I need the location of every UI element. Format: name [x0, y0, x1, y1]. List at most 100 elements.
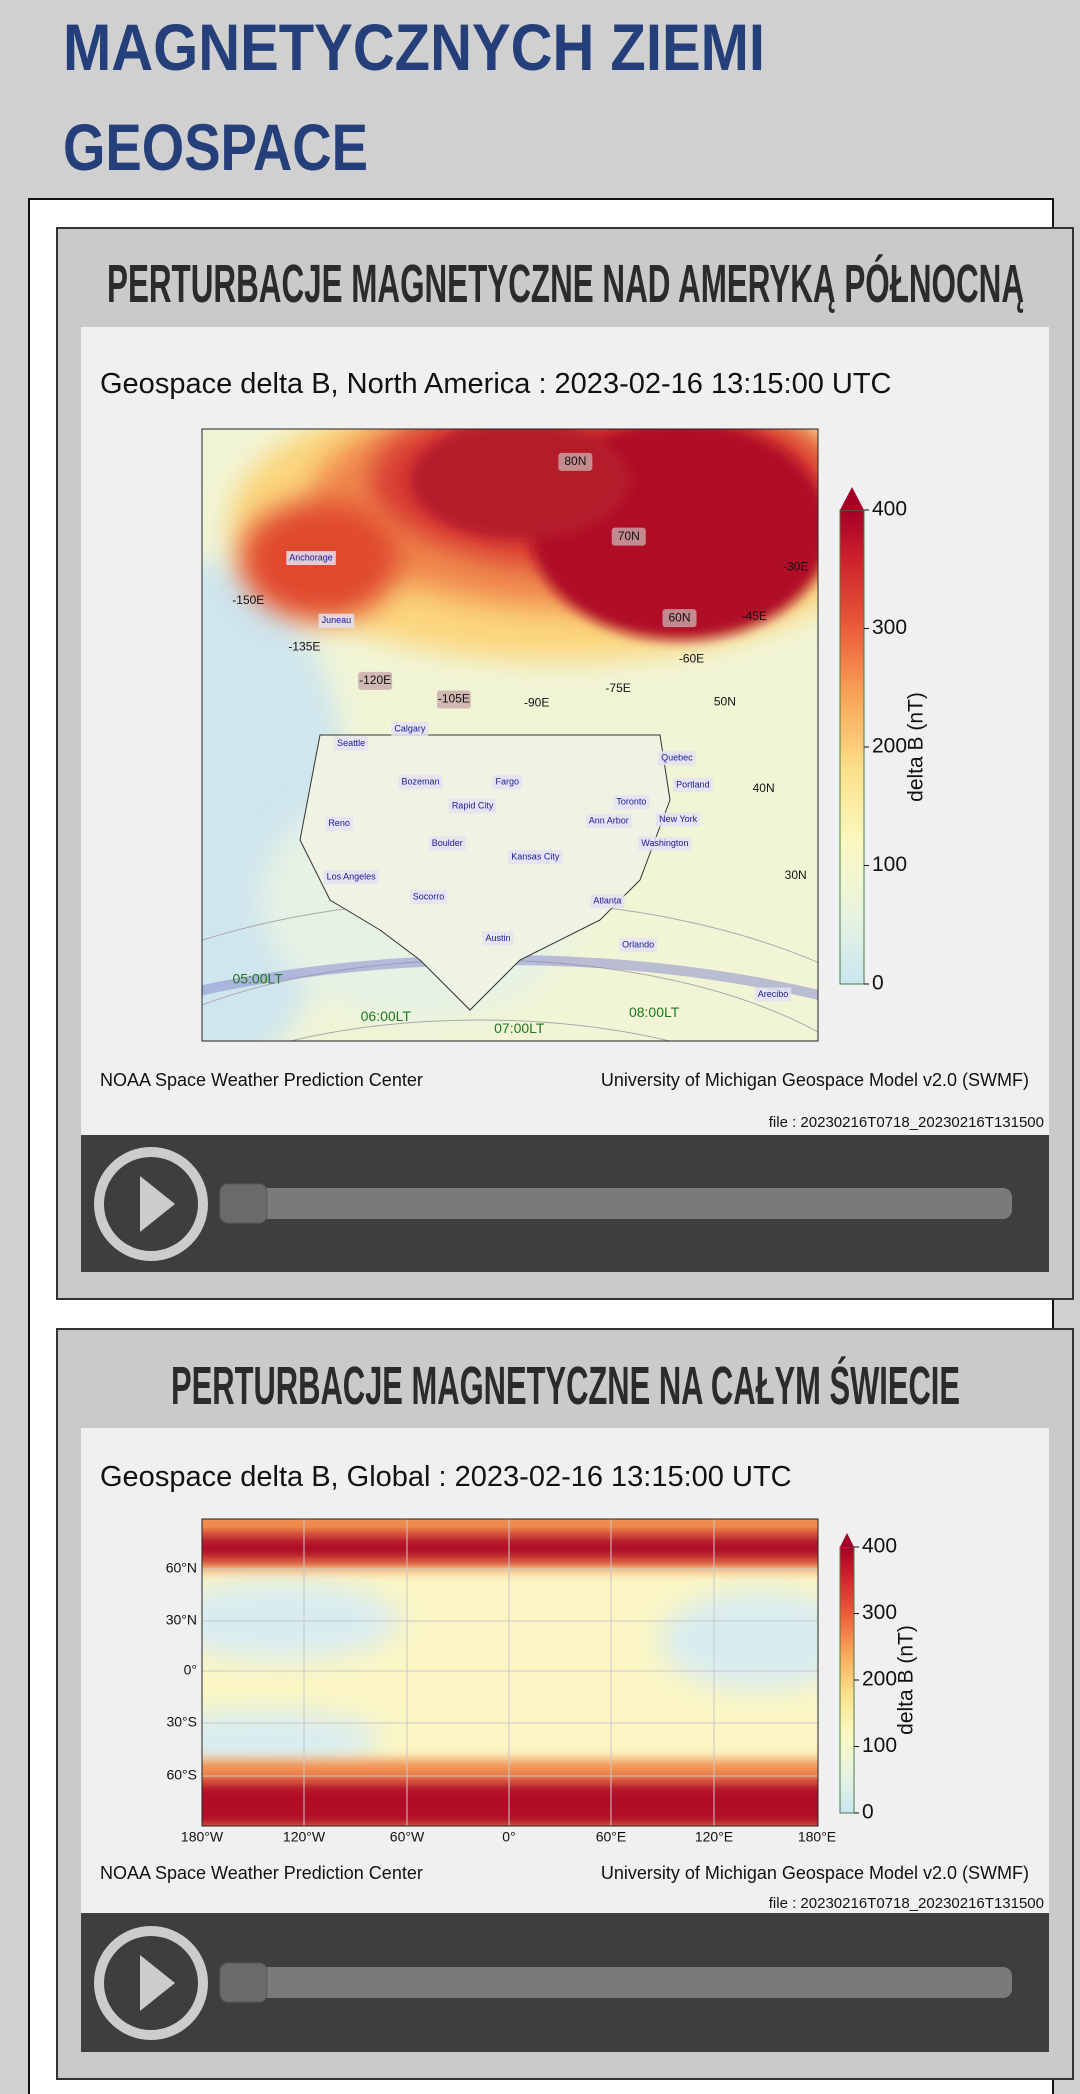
city-label: Juneau — [322, 615, 352, 625]
city-label: Seattle — [337, 738, 365, 748]
map — [202, 429, 818, 1041]
play-button[interactable] — [94, 1926, 208, 2040]
progress-thumb[interactable] — [219, 1183, 268, 1224]
city-label: Boulder — [432, 838, 463, 848]
colorbar — [839, 487, 865, 985]
panel-heading: PERTURBACJE MAGNETYCZNE NA CAŁYM ŚWIECIE — [171, 1356, 960, 1416]
progress-thumb[interactable] — [219, 1962, 268, 2003]
city-label: Atlanta — [593, 895, 621, 905]
city-label-bg — [656, 812, 701, 827]
lat-label: 30°S — [166, 1714, 197, 1730]
page-subtitle: GEOSPACE — [63, 110, 368, 184]
colorbar-tick-label: 400 — [872, 498, 907, 521]
lon-label: 120°W — [283, 1829, 326, 1845]
colorbar-tick-label: 400 — [862, 1535, 897, 1558]
city-label-bg — [323, 870, 379, 885]
city-label: Austin — [485, 933, 510, 943]
lon-label: 120°E — [695, 1829, 733, 1845]
map-frame — [201, 1518, 819, 1827]
grid-label: -30E — [783, 560, 808, 574]
lon-label: 60°W — [390, 1829, 425, 1845]
grid-label: -45E — [742, 609, 767, 623]
city-label-bg — [325, 816, 353, 831]
colorbar — [839, 1533, 855, 1814]
file-name: file : 20230216T0718_20230216T131500 — [769, 1114, 1044, 1131]
colorbar-tick-label: 100 — [872, 853, 907, 876]
colorbar-tick-label: 200 — [862, 1668, 897, 1691]
grid-label: 50N — [714, 694, 736, 708]
grid-label-bg — [358, 671, 393, 690]
lon-label: 180°W — [181, 1829, 224, 1845]
progress-bar[interactable] — [220, 1967, 1012, 1998]
grid-label: 40N — [753, 781, 775, 795]
colorbar-label: delta B (nT) — [895, 1625, 918, 1735]
credit-left: NOAA Space Weather Prediction Center — [100, 1070, 423, 1090]
grid-label: -75E — [605, 681, 630, 695]
city-label: Anchorage — [289, 552, 333, 562]
map — [202, 1519, 818, 1826]
lon-label: 0° — [502, 1829, 515, 1845]
city-label-bg — [585, 814, 632, 829]
grid-label-bg — [611, 527, 646, 546]
grid-label: -105E — [438, 692, 470, 706]
city-label: Socorro — [413, 891, 445, 901]
lat-label: 30°N — [166, 1612, 197, 1628]
grid-label: -60E — [679, 652, 704, 666]
city-label-bg — [448, 799, 497, 814]
plot-title: Geospace delta B, Global : 2023-02-16 13… — [100, 1461, 792, 1493]
credit-left: NOAA Space Weather Prediction Center — [100, 1863, 423, 1883]
colorbar-tick-label: 300 — [862, 1601, 897, 1624]
city-label-bg — [658, 751, 696, 766]
city-label: Los Angeles — [327, 871, 377, 881]
lat-label: 0° — [184, 1662, 197, 1678]
lat-label: 60°S — [166, 1767, 197, 1783]
lon-label: 60°E — [596, 1829, 627, 1845]
city-label-bg — [619, 938, 658, 953]
colorbar-tick-label: 0 — [862, 1801, 874, 1824]
city-label: Arecibo — [758, 989, 789, 999]
city-label-bg — [492, 775, 523, 790]
city-label-bg — [590, 894, 625, 909]
city-label: New York — [659, 814, 698, 824]
city-label-bg — [482, 931, 514, 946]
grid-label: 60N — [668, 610, 690, 624]
city-label: Rapid City — [452, 801, 494, 811]
city-label: Portland — [676, 779, 710, 789]
grid-label-bg — [558, 452, 593, 471]
local-time-label: 05:00LT — [232, 971, 283, 987]
grid-label-bg — [662, 609, 697, 628]
colorbar-tick-label: 0 — [872, 972, 884, 995]
grid-label: -90E — [524, 696, 549, 710]
city-label: Reno — [328, 818, 350, 828]
progress-bar[interactable] — [220, 1188, 1012, 1219]
city-label-bg — [334, 736, 369, 751]
grid-label: -150E — [232, 593, 264, 607]
city-label: Calgary — [394, 723, 426, 733]
grid-label: 30N — [785, 868, 807, 882]
city-label: Quebec — [661, 753, 693, 763]
grid-label: -120E — [359, 673, 391, 687]
lon-label: 180°E — [798, 1829, 836, 1845]
city-label-bg — [391, 721, 429, 736]
city-label-bg — [638, 836, 692, 851]
city-label-bg — [508, 850, 563, 865]
colorbar-label: delta B (nT) — [905, 692, 928, 802]
city-label: Toronto — [616, 797, 646, 807]
play-button[interactable] — [94, 1147, 208, 1261]
grid-label: -135E — [288, 640, 320, 654]
plot-title: Geospace delta B, North America : 2023-0… — [100, 368, 892, 400]
city-label-bg — [398, 775, 443, 790]
city-label-bg — [318, 613, 355, 628]
city-label-bg — [428, 836, 466, 851]
local-time-label: 08:00LT — [629, 1004, 680, 1020]
credit-right: University of Michigan Geospace Model v2… — [601, 1863, 1029, 1883]
city-label-bg — [613, 795, 650, 810]
city-label-bg — [673, 777, 713, 792]
city-label: Orlando — [622, 940, 654, 950]
grid-label-bg — [436, 690, 471, 709]
city-label: Ann Arbor — [589, 815, 629, 825]
map-frame — [201, 428, 819, 1042]
file-name: file : 20230216T0718_20230216T131500 — [769, 1895, 1044, 1912]
